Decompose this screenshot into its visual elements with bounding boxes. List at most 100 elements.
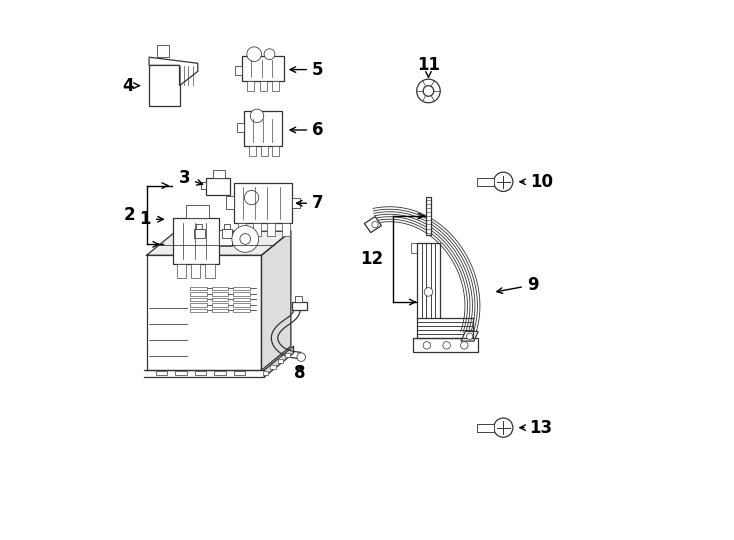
Circle shape	[264, 49, 275, 59]
Bar	[295, 296, 302, 301]
Bar	[205, 264, 214, 278]
Text: 5: 5	[290, 60, 324, 79]
Circle shape	[240, 234, 250, 244]
Bar	[426, 197, 431, 235]
Bar	[233, 309, 250, 312]
Bar	[291, 301, 307, 310]
Text: 11: 11	[417, 56, 440, 77]
Text: 12: 12	[360, 250, 383, 268]
Text: 9: 9	[497, 276, 539, 294]
Bar	[212, 292, 228, 295]
Bar	[282, 224, 290, 236]
Circle shape	[247, 47, 261, 62]
Circle shape	[417, 79, 440, 103]
Bar	[233, 183, 292, 224]
Bar	[244, 111, 282, 146]
Text: 3: 3	[178, 169, 203, 187]
Bar	[292, 198, 299, 208]
Text: 1: 1	[139, 210, 164, 228]
Bar	[233, 303, 250, 307]
Bar	[212, 298, 228, 301]
Bar	[190, 292, 206, 295]
Bar	[212, 309, 228, 312]
Polygon shape	[364, 217, 382, 233]
Polygon shape	[261, 231, 291, 370]
Polygon shape	[461, 332, 478, 341]
Bar	[206, 178, 230, 195]
Circle shape	[466, 333, 473, 340]
Circle shape	[494, 418, 513, 437]
Bar	[200, 183, 206, 189]
Bar	[172, 218, 219, 264]
Bar	[222, 229, 232, 239]
Bar	[476, 423, 494, 431]
Bar	[260, 81, 266, 91]
Bar	[196, 224, 203, 229]
Text: 7: 7	[297, 194, 324, 212]
Bar	[212, 287, 228, 290]
Circle shape	[424, 86, 434, 96]
Circle shape	[297, 353, 305, 361]
Bar	[212, 303, 228, 307]
Bar	[233, 298, 250, 301]
Bar	[226, 197, 233, 209]
Bar	[272, 146, 279, 156]
Bar	[237, 123, 244, 132]
Circle shape	[494, 172, 513, 192]
Bar	[235, 66, 241, 76]
Bar	[272, 81, 279, 91]
Circle shape	[443, 342, 451, 349]
Bar	[411, 244, 417, 253]
Polygon shape	[144, 370, 264, 377]
Bar	[267, 224, 275, 236]
Circle shape	[423, 342, 431, 349]
Bar	[186, 205, 208, 218]
Bar	[270, 364, 276, 369]
Bar	[247, 81, 254, 91]
Bar	[263, 370, 269, 375]
Bar	[285, 353, 291, 357]
Bar	[238, 224, 246, 236]
Bar	[177, 264, 186, 278]
Bar	[190, 287, 206, 290]
Bar	[250, 146, 256, 156]
Circle shape	[460, 342, 468, 349]
Bar	[195, 370, 206, 375]
Bar	[194, 229, 205, 239]
Circle shape	[232, 226, 258, 252]
Text: 13: 13	[520, 418, 553, 437]
Text: 8: 8	[294, 363, 306, 382]
Circle shape	[424, 288, 433, 296]
Bar	[156, 370, 167, 375]
Polygon shape	[147, 255, 261, 370]
Bar	[190, 309, 206, 312]
Text: 4: 4	[122, 77, 139, 94]
Bar	[233, 287, 250, 290]
Bar	[213, 170, 225, 178]
Bar	[476, 178, 494, 186]
Bar	[233, 292, 250, 295]
Circle shape	[244, 191, 259, 205]
Bar	[191, 264, 200, 278]
Bar	[219, 231, 232, 246]
Polygon shape	[147, 231, 291, 255]
Bar	[190, 298, 206, 301]
Bar	[234, 370, 245, 375]
Bar	[149, 65, 180, 106]
Bar	[277, 359, 283, 363]
Bar	[157, 45, 170, 57]
Text: 10: 10	[520, 173, 553, 191]
Polygon shape	[264, 346, 294, 377]
Bar	[252, 224, 261, 236]
Text: 2: 2	[123, 206, 135, 224]
Bar	[214, 370, 226, 375]
Text: 6: 6	[290, 121, 324, 139]
Bar	[224, 224, 230, 229]
Bar	[241, 56, 284, 81]
Bar	[413, 339, 478, 352]
Circle shape	[250, 109, 264, 123]
Bar	[175, 370, 186, 375]
Circle shape	[372, 221, 378, 228]
Polygon shape	[149, 57, 197, 86]
Bar	[261, 146, 268, 156]
